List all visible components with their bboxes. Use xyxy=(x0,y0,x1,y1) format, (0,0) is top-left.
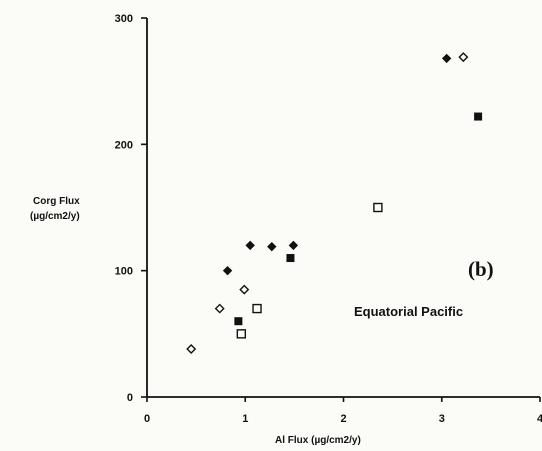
open-diamond-point xyxy=(458,52,469,63)
data-points xyxy=(186,52,483,354)
open-square-point xyxy=(252,303,262,314)
axes xyxy=(146,18,540,398)
filled-diamond-point xyxy=(441,53,452,64)
open-diamond-point xyxy=(186,344,197,354)
y-tick-label: 100 xyxy=(115,266,133,278)
open-square-point xyxy=(236,329,247,339)
open-diamond-point xyxy=(214,303,225,314)
y-axis-title-line1: Corg Flux xyxy=(33,196,80,207)
filled-square-point xyxy=(474,112,483,121)
filled-square-point xyxy=(286,254,295,263)
region-annotation: Equatorial Pacific xyxy=(354,304,463,319)
x-tick-label: 4 xyxy=(537,413,542,425)
y-tick-label: 300 xyxy=(115,13,133,25)
open-diamond-point xyxy=(239,284,250,295)
filled-diamond-point xyxy=(222,265,233,276)
x-tick-label: 3 xyxy=(439,413,445,425)
open-square-point xyxy=(373,202,383,213)
filled-square-point xyxy=(234,317,243,326)
x-tick-label: 2 xyxy=(340,413,346,425)
x-tick-label: 1 xyxy=(242,413,248,425)
panel-label: (b) xyxy=(468,257,494,281)
filled-diamond-point xyxy=(245,240,255,251)
y-tick-label: 0 xyxy=(127,392,133,404)
x-tick-label: 0 xyxy=(144,413,150,425)
x-axis-title: Al Flux (µg/cm2/y) xyxy=(275,435,361,446)
filled-diamond-point xyxy=(288,240,299,251)
y-axis-title-line2: (µg/cm2/y) xyxy=(30,211,80,222)
filled-diamond-point xyxy=(267,241,277,252)
ticks: 0 1 2 3 4 0 100 200 300 xyxy=(115,13,542,425)
y-tick-label: 200 xyxy=(115,139,133,151)
